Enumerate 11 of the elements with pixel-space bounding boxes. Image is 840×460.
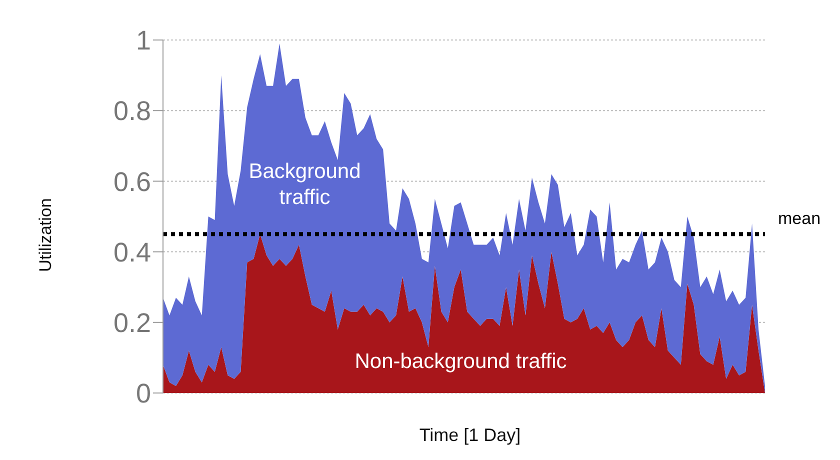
series-label: Background traffic (248, 159, 362, 212)
y-tick-label: 0.8 (113, 96, 151, 126)
y-axis-title: Utilization (36, 197, 56, 274)
series-label: Non-background traffic (354, 349, 568, 375)
y-tick-label: 0 (136, 378, 151, 409)
x-axis-title: Time [1 Day] (418, 425, 522, 446)
ref-line-label: mean (778, 209, 821, 228)
y-tick-label: 0.2 (113, 308, 151, 338)
y-tick-label: 0.4 (113, 237, 151, 268)
y-tick-label: 0.6 (113, 166, 151, 197)
y-tick-label: 1 (136, 26, 151, 56)
